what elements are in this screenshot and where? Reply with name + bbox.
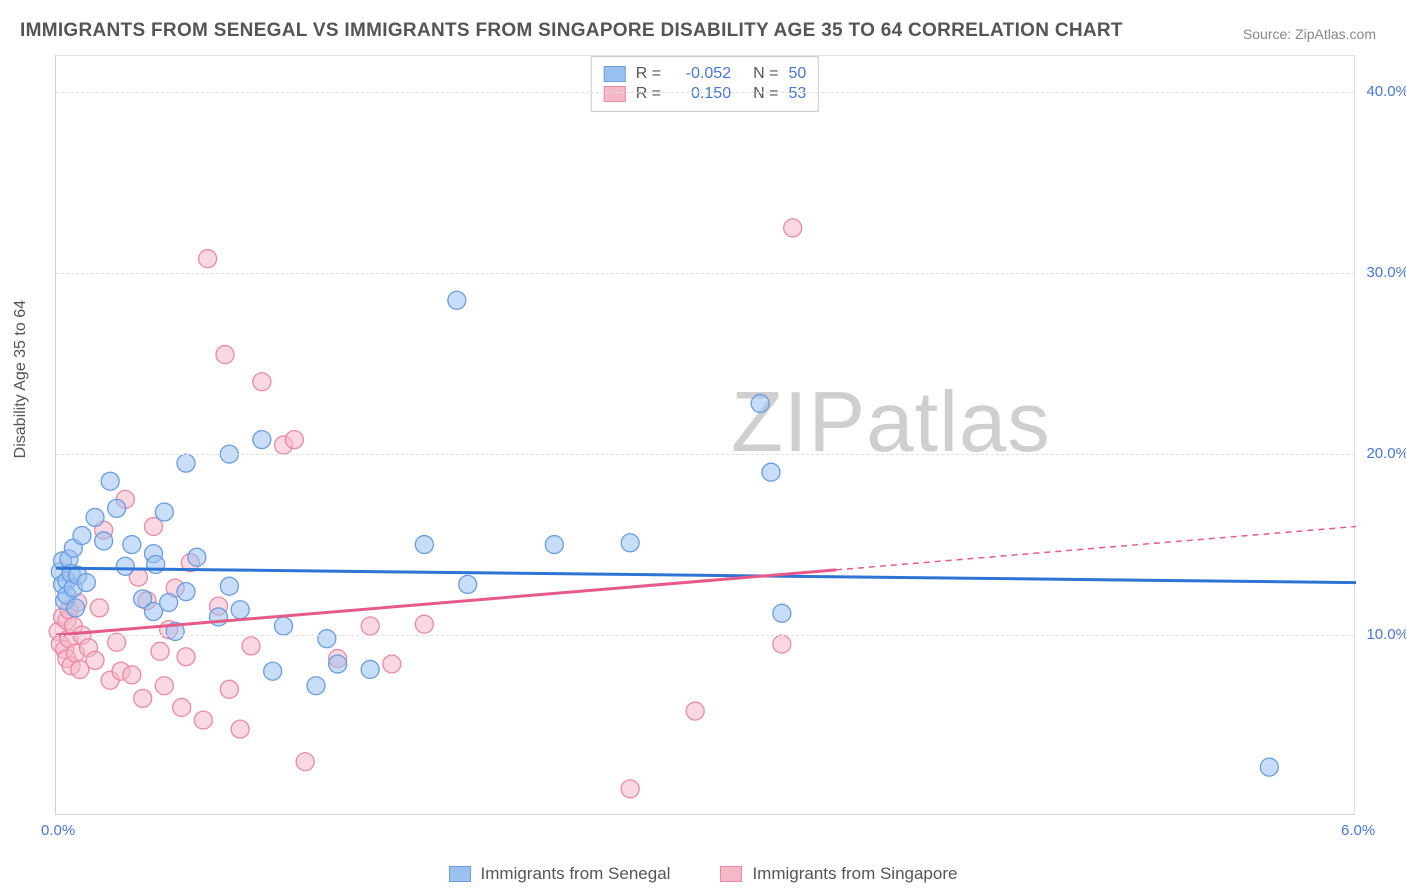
legend-r-value: -0.052 bbox=[671, 65, 731, 83]
legend-r-label: R = bbox=[636, 65, 661, 83]
scatter-point bbox=[329, 655, 347, 673]
scatter-point bbox=[155, 503, 173, 521]
gridline-h bbox=[56, 92, 1354, 93]
gridline-h bbox=[56, 273, 1354, 274]
scatter-point bbox=[686, 702, 704, 720]
series-legend: Immigrants from Senegal Immigrants from S… bbox=[0, 864, 1406, 884]
scatter-point bbox=[275, 617, 293, 635]
scatter-point bbox=[108, 499, 126, 517]
chart-plot-area: ZIPatlas R =-0.052N =50R =0.150N =53 10.… bbox=[55, 55, 1355, 815]
scatter-point bbox=[147, 555, 165, 573]
scatter-point bbox=[1260, 758, 1278, 776]
scatter-point bbox=[90, 599, 108, 617]
scatter-point bbox=[361, 617, 379, 635]
scatter-point bbox=[264, 662, 282, 680]
scatter-point bbox=[123, 536, 141, 554]
scatter-point bbox=[160, 593, 178, 611]
scatter-svg bbox=[56, 56, 1354, 814]
scatter-point bbox=[177, 454, 195, 472]
correlation-legend: R = -0.052 N = 50 R = 0.150 N = 53 bbox=[591, 56, 819, 112]
scatter-point bbox=[194, 711, 212, 729]
scatter-point bbox=[155, 677, 173, 695]
legend-row: R = 0.150 N = 53 bbox=[604, 85, 806, 103]
scatter-point bbox=[459, 575, 477, 593]
scatter-point bbox=[86, 508, 104, 526]
scatter-point bbox=[216, 346, 234, 364]
regression-line-extrapolated bbox=[836, 526, 1356, 569]
scatter-point bbox=[67, 599, 85, 617]
series-legend-item: Immigrants from Senegal bbox=[449, 864, 671, 884]
scatter-point bbox=[285, 431, 303, 449]
scatter-point bbox=[199, 250, 217, 268]
scatter-point bbox=[231, 720, 249, 738]
x-tick-label: 0.0% bbox=[41, 822, 75, 839]
scatter-point bbox=[621, 780, 639, 798]
scatter-point bbox=[296, 753, 314, 771]
legend-r-label: R = bbox=[636, 85, 661, 103]
gridline-h bbox=[56, 635, 1354, 636]
chart-title: IMMIGRANTS FROM SENEGAL VS IMMIGRANTS FR… bbox=[20, 20, 1123, 42]
scatter-point bbox=[177, 648, 195, 666]
legend-swatch bbox=[449, 866, 471, 882]
scatter-point bbox=[173, 698, 191, 716]
scatter-point bbox=[151, 642, 169, 660]
scatter-point bbox=[361, 660, 379, 678]
scatter-point bbox=[188, 548, 206, 566]
scatter-point bbox=[784, 219, 802, 237]
scatter-point bbox=[134, 689, 152, 707]
legend-swatch bbox=[720, 866, 742, 882]
scatter-point bbox=[220, 577, 238, 595]
scatter-point bbox=[307, 677, 325, 695]
scatter-point bbox=[751, 394, 769, 412]
scatter-point bbox=[77, 574, 95, 592]
scatter-point bbox=[415, 615, 433, 633]
y-tick-label: 40.0% bbox=[1359, 83, 1406, 100]
scatter-point bbox=[253, 373, 271, 391]
legend-n-label: N = bbox=[753, 65, 778, 83]
scatter-point bbox=[545, 536, 563, 554]
y-tick-label: 20.0% bbox=[1359, 445, 1406, 462]
scatter-point bbox=[773, 604, 791, 622]
series-legend-label: Immigrants from Senegal bbox=[481, 864, 671, 884]
legend-n-value: 50 bbox=[788, 65, 806, 83]
y-tick-label: 10.0% bbox=[1359, 626, 1406, 643]
scatter-point bbox=[177, 583, 195, 601]
scatter-point bbox=[448, 291, 466, 309]
scatter-point bbox=[95, 532, 113, 550]
legend-r-value: 0.150 bbox=[671, 85, 731, 103]
scatter-point bbox=[242, 637, 260, 655]
source-attribution: Source: ZipAtlas.com bbox=[1243, 26, 1376, 42]
scatter-point bbox=[220, 680, 238, 698]
y-axis-label: Disability Age 35 to 64 bbox=[12, 300, 30, 458]
scatter-point bbox=[73, 527, 91, 545]
scatter-point bbox=[773, 635, 791, 653]
scatter-point bbox=[383, 655, 401, 673]
scatter-point bbox=[123, 666, 141, 684]
scatter-point bbox=[415, 536, 433, 554]
legend-n-label: N = bbox=[753, 85, 778, 103]
legend-swatch bbox=[604, 86, 626, 102]
scatter-point bbox=[116, 557, 134, 575]
y-tick-label: 30.0% bbox=[1359, 264, 1406, 281]
legend-n-value: 53 bbox=[788, 85, 806, 103]
x-tick-label: 6.0% bbox=[1341, 822, 1375, 839]
scatter-point bbox=[762, 463, 780, 481]
scatter-point bbox=[621, 534, 639, 552]
scatter-point bbox=[101, 472, 119, 490]
series-legend-label: Immigrants from Singapore bbox=[752, 864, 957, 884]
series-legend-item: Immigrants from Singapore bbox=[720, 864, 957, 884]
scatter-point bbox=[231, 601, 249, 619]
scatter-point bbox=[253, 431, 271, 449]
gridline-h bbox=[56, 454, 1354, 455]
legend-row: R = -0.052 N = 50 bbox=[604, 65, 806, 83]
scatter-point bbox=[318, 630, 336, 648]
legend-swatch bbox=[604, 66, 626, 82]
scatter-point bbox=[86, 651, 104, 669]
